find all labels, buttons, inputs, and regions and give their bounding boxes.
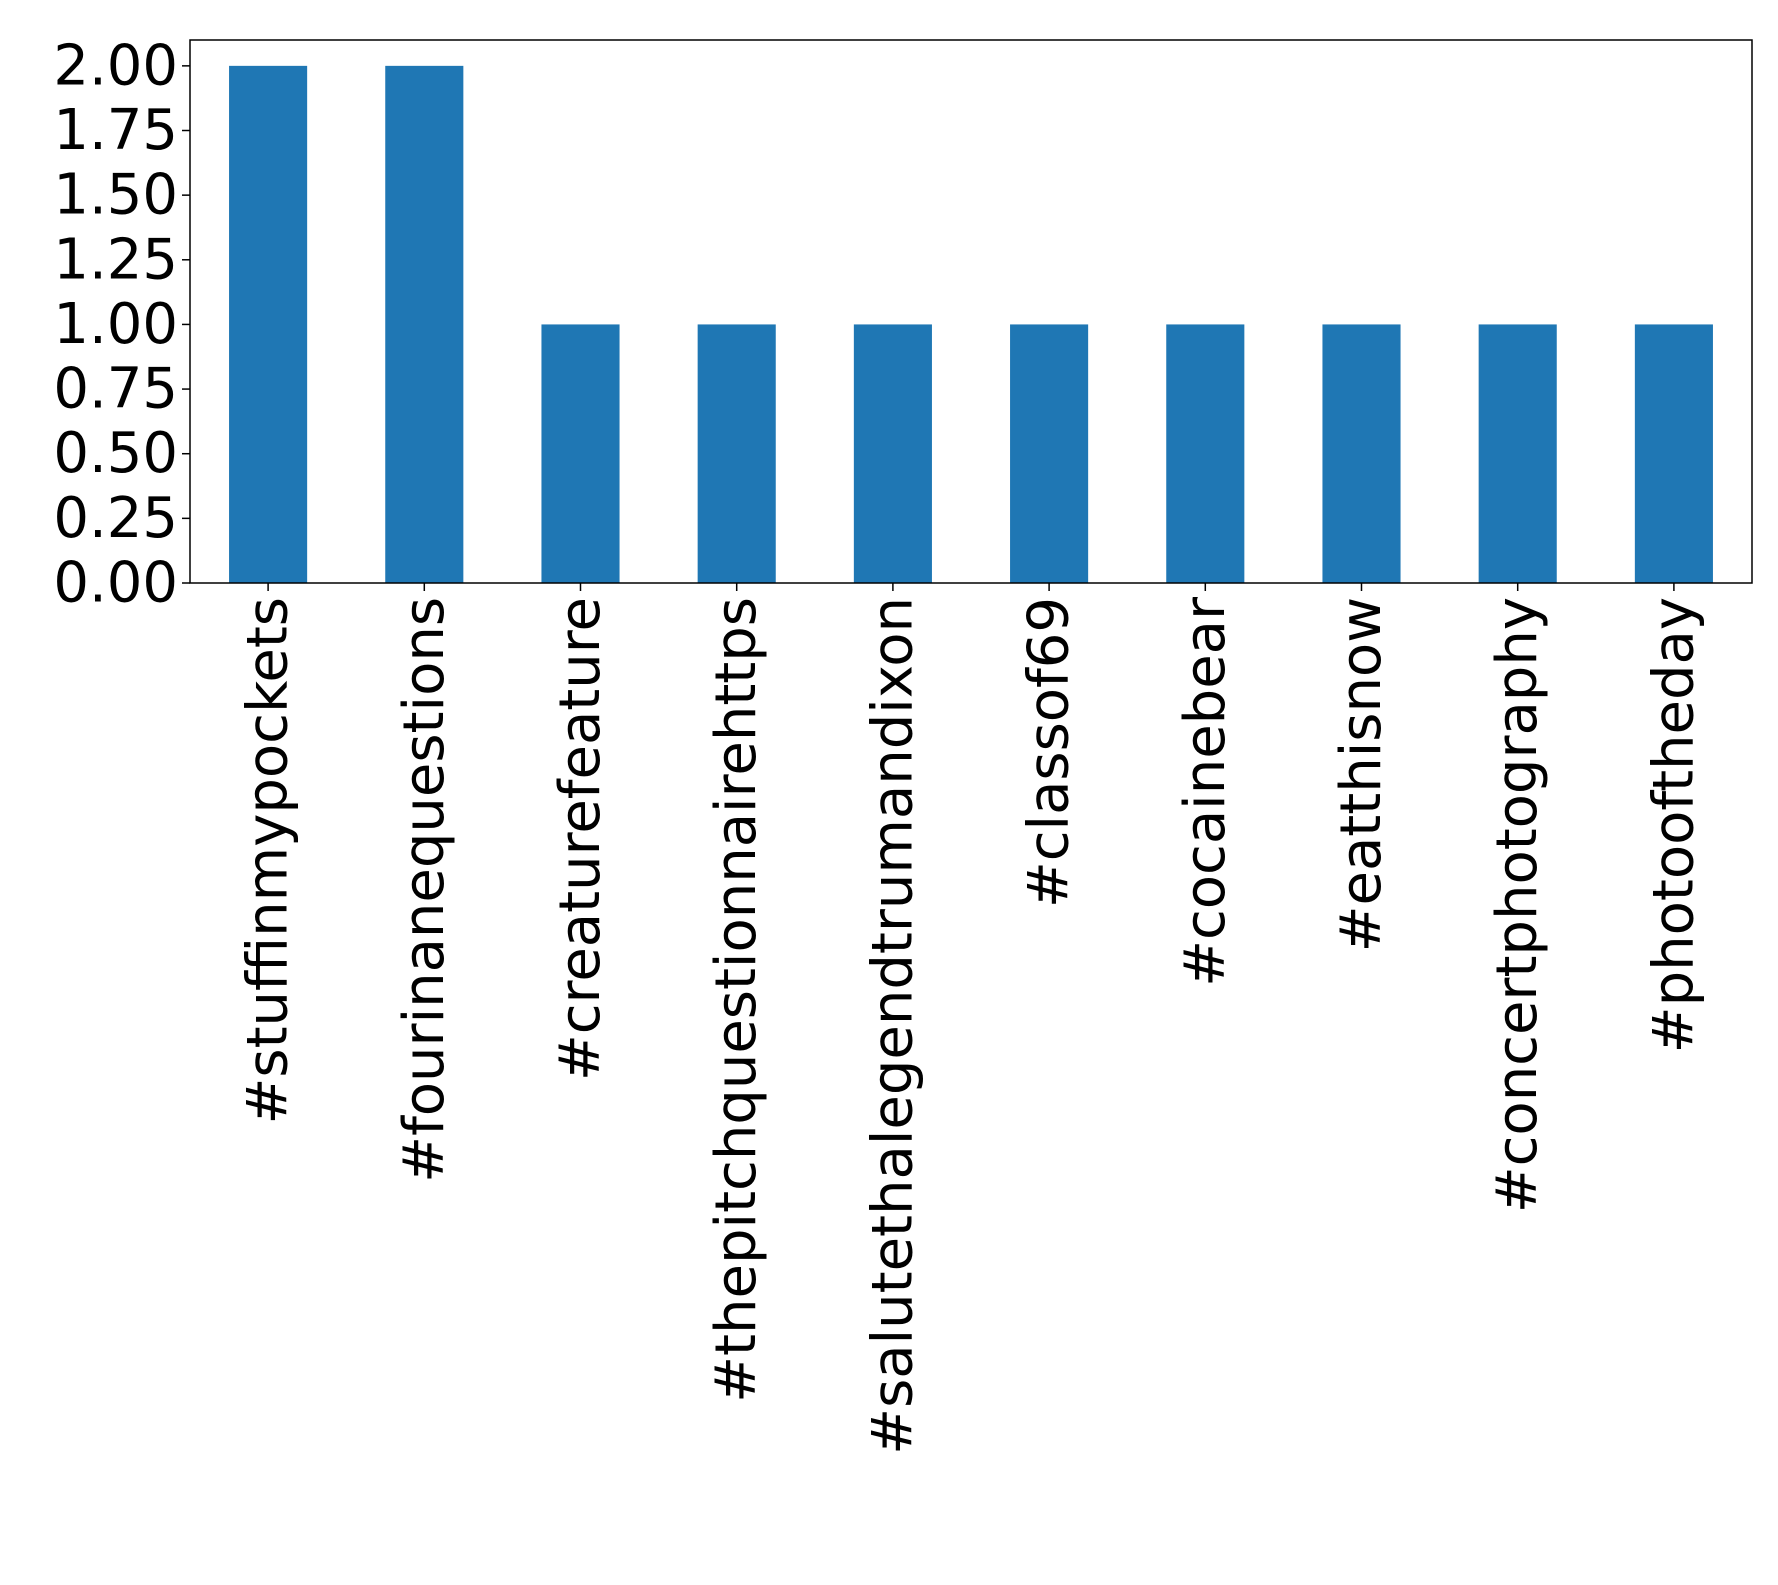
bar-9 bbox=[1634, 324, 1713, 583]
y-tick-label-6: 1.50 bbox=[53, 163, 178, 228]
x-tick-label-4: #salutethalegendtrumandixon bbox=[860, 597, 925, 1455]
bar-1 bbox=[385, 65, 464, 584]
bar-0 bbox=[229, 65, 308, 584]
y-tick-label-1: 0.25 bbox=[53, 486, 178, 551]
y-tick-label-2: 0.50 bbox=[53, 421, 178, 486]
y-tick-label-5: 1.25 bbox=[53, 227, 178, 292]
x-tick-label-2: #creaturefeature bbox=[548, 597, 613, 1081]
x-tick-label-3: #thepitchquestionnairehttps bbox=[704, 597, 769, 1403]
y-axis: 0.000.250.500.751.001.251.501.752.00 bbox=[53, 33, 190, 616]
bar-2 bbox=[541, 324, 620, 583]
y-tick-label-3: 0.75 bbox=[53, 357, 178, 422]
y-tick-label-8: 2.00 bbox=[53, 33, 178, 98]
plot-frame bbox=[189, 39, 1753, 584]
x-tick-label-1: #fourinanequestions bbox=[392, 597, 457, 1183]
x-tick-label-0: #stuffinmypockets bbox=[236, 597, 301, 1125]
bar-3 bbox=[697, 324, 776, 583]
bar-5 bbox=[1010, 324, 1089, 583]
y-tick-label-7: 1.75 bbox=[53, 98, 178, 163]
x-tick-label-8: #concertphotography bbox=[1485, 597, 1550, 1213]
bar-7 bbox=[1322, 324, 1401, 583]
bar-6 bbox=[1166, 324, 1245, 583]
y-tick-label-0: 0.00 bbox=[53, 551, 178, 616]
x-tick-label-7: #eatthisnow bbox=[1329, 597, 1394, 952]
y-tick-label-4: 1.00 bbox=[53, 292, 178, 357]
x-tick-label-9: #photooftheday bbox=[1641, 597, 1706, 1053]
bar-8 bbox=[1478, 324, 1557, 583]
x-tick-label-5: #classof69 bbox=[1017, 597, 1082, 908]
bar-4 bbox=[853, 324, 932, 583]
x-tick-label-6: #cocainebear bbox=[1173, 596, 1238, 987]
bars-group bbox=[229, 65, 1713, 584]
x-axis: #stuffinmypockets #fourinanequestions #cre… bbox=[236, 583, 1706, 1455]
